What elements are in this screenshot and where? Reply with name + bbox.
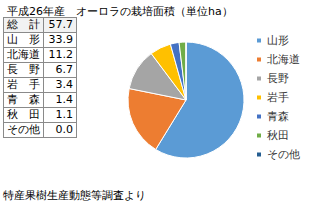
html-text:3.4: 3.4 xyxy=(55,78,73,91)
svg-text:平成26年産 オーロラの栽培面積（単位ha）: 平成26年産 オーロラの栽培面積（単位ha） xyxy=(7,5,233,18)
html-text:その他: その他 xyxy=(7,123,40,136)
svg-text:青森: 青森 xyxy=(267,110,289,123)
html-text:33.9: 33.9 xyxy=(48,33,73,46)
svg-text:その他: その他 xyxy=(267,148,300,161)
html-text:秋 田: 秋 田 xyxy=(7,108,40,121)
html-text:青 森: 青 森 xyxy=(7,93,40,106)
html-text:11.2: 11.2 xyxy=(48,48,73,61)
html-text:山 形: 山 形 xyxy=(7,33,40,46)
svg-text:特産果樹生産動態等調査より: 特産果樹生産動態等調査より xyxy=(3,189,146,202)
html-text:総 計: 総 計 xyxy=(7,18,40,31)
svg-text:岩手: 岩手 xyxy=(267,91,289,104)
html-text:1.1: 1.1 xyxy=(55,108,73,121)
html-text:1.4: 1.4 xyxy=(55,93,73,106)
html-text:57.7: 57.7 xyxy=(48,18,73,31)
svg-text:秋田: 秋田 xyxy=(267,129,289,142)
html-text:長 野: 長 野 xyxy=(7,63,40,76)
svg-text:山形: 山形 xyxy=(267,34,289,47)
html-text:岩 手: 岩 手 xyxy=(7,78,40,91)
svg-text:長野: 長野 xyxy=(267,72,289,85)
html-text:北海道: 北海道 xyxy=(7,48,40,61)
html-text:6.7: 6.7 xyxy=(55,63,73,76)
html-text:0.0: 0.0 xyxy=(55,123,73,136)
svg-text:北海道: 北海道 xyxy=(267,53,300,66)
